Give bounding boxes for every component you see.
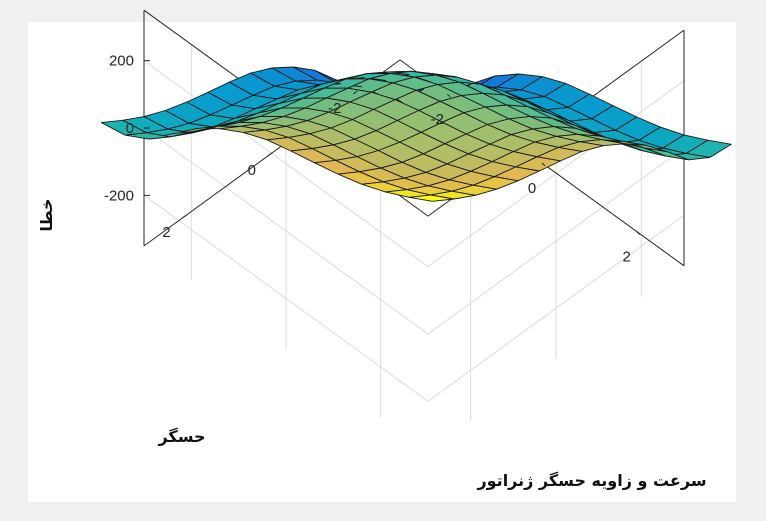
surface-mesh [100, 66, 732, 202]
z-tick-label: 200 [109, 53, 134, 70]
x-tick-label: 0 [528, 180, 536, 197]
y-tick-label: -2 [328, 100, 341, 117]
z-tick-label: -200 [104, 187, 134, 204]
x-tick-mark [446, 93, 451, 98]
y-tick-mark [182, 214, 187, 219]
z-tick-label: 0 [126, 120, 134, 137]
z-axis-label: خطا [37, 198, 56, 231]
z-grid-line [143, 127, 685, 335]
y-tick-label: 2 [162, 224, 170, 241]
y-tick-mark [353, 90, 358, 95]
y-axis-label: حسگر [157, 427, 205, 446]
z-grid-line [143, 194, 685, 402]
x-axis-label: سرعت و زاویه حسگر ژنراتور [476, 471, 706, 490]
x-tick-label: -2 [431, 111, 444, 128]
tick-labels: -200 0 200 -2 0 2 -2 0 2 [104, 53, 641, 266]
y-tick-mark [267, 152, 273, 157]
x-tick-label: 2 [622, 249, 630, 266]
y-tick-label: 0 [248, 162, 256, 179]
surface-face [100, 119, 147, 136]
x-tick-mark [541, 162, 546, 167]
x-tick-mark [636, 231, 641, 235]
